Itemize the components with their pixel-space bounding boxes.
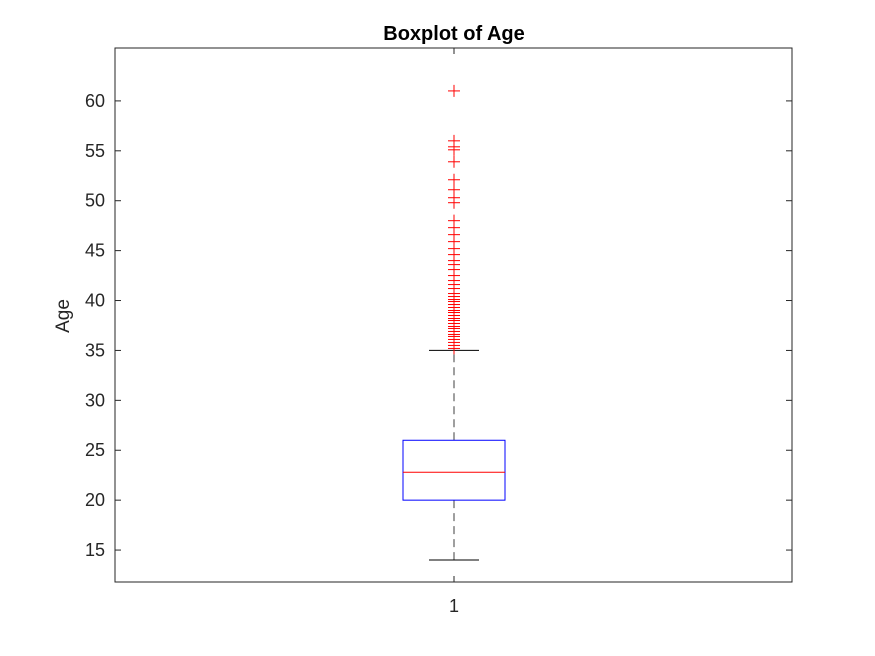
x-tick-label: 1 (449, 596, 459, 616)
y-tick-label: 55 (85, 141, 105, 161)
y-axis-label: Age (53, 299, 74, 333)
y-tick-label: 30 (85, 390, 105, 410)
y-tick-label: 45 (85, 241, 105, 261)
y-tick-label: 40 (85, 291, 105, 311)
y-tick-label: 20 (85, 490, 105, 510)
y-tick-label: 15 (85, 540, 105, 560)
outlier-marker (448, 155, 460, 168)
y-tick-label: 60 (85, 91, 105, 111)
y-tick-label: 50 (85, 191, 105, 211)
outlier-marker (448, 173, 460, 186)
plot-area: 15 20 25 30 35 40 45 50 55 60 1 (85, 47, 793, 616)
iqr-box (402, 439, 506, 501)
outlier-marker (448, 214, 460, 227)
y-tick-label: 35 (85, 340, 105, 360)
y-tick-label: 25 (85, 440, 105, 460)
outlier-marker (448, 134, 460, 147)
outlier-marker (448, 84, 460, 97)
chart-title: Boxplot of Age (383, 23, 524, 45)
